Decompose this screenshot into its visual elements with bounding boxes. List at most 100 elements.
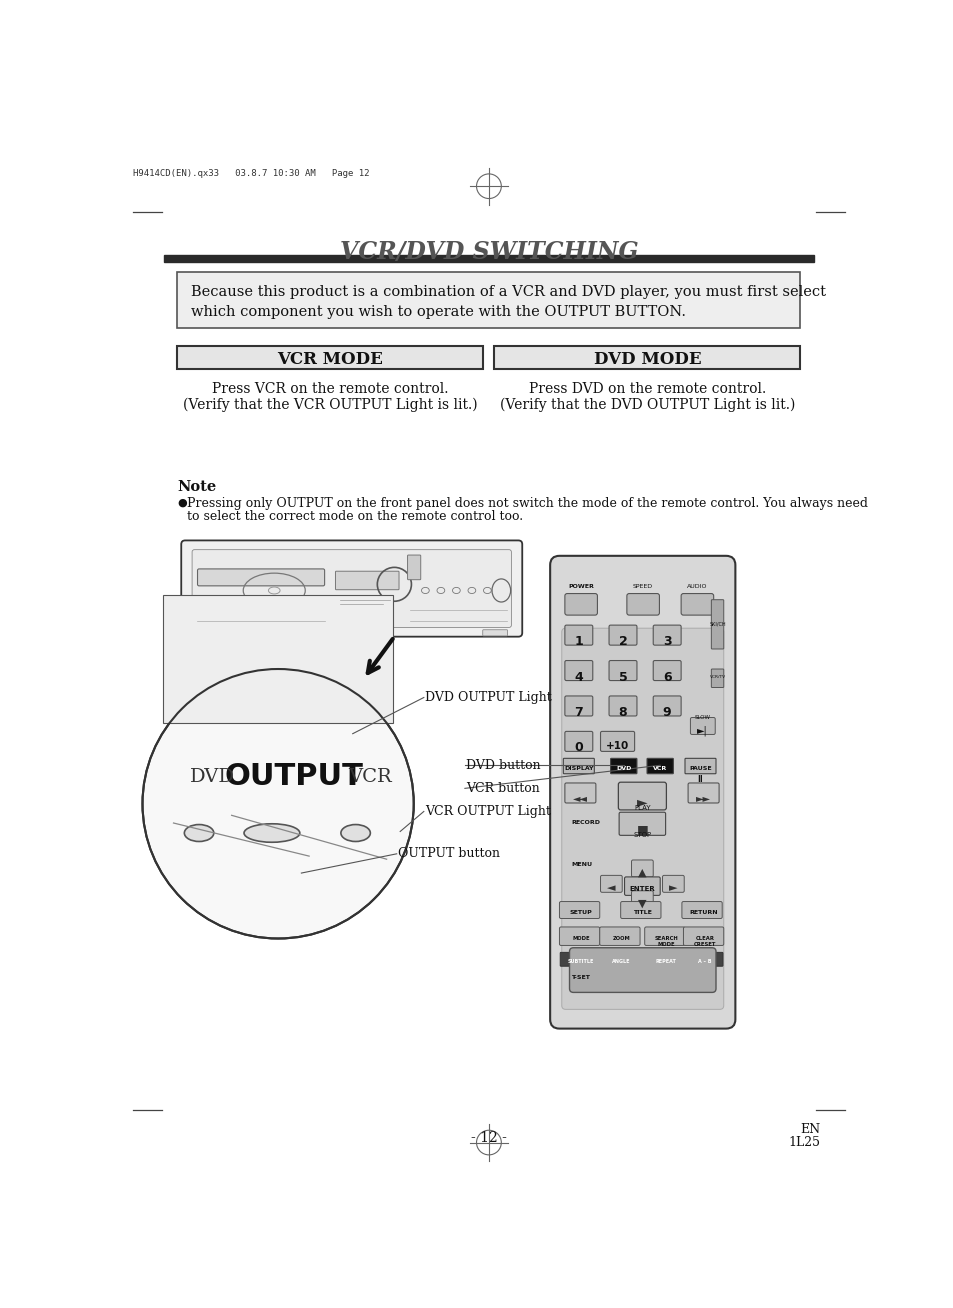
FancyBboxPatch shape bbox=[681, 901, 721, 918]
FancyBboxPatch shape bbox=[624, 972, 661, 989]
FancyBboxPatch shape bbox=[564, 661, 592, 680]
FancyBboxPatch shape bbox=[197, 569, 324, 586]
FancyBboxPatch shape bbox=[653, 696, 680, 715]
FancyBboxPatch shape bbox=[564, 696, 592, 715]
FancyBboxPatch shape bbox=[192, 549, 511, 628]
FancyBboxPatch shape bbox=[683, 952, 722, 967]
Text: ◄◄: ◄◄ bbox=[572, 793, 587, 803]
FancyBboxPatch shape bbox=[564, 783, 596, 803]
Text: 2: 2 bbox=[618, 636, 627, 649]
Text: Because this product is a combination of a VCR and DVD player, you must first se: Because this product is a combination of… bbox=[192, 285, 825, 298]
Text: CLEAR
CRESET: CLEAR CRESET bbox=[693, 937, 716, 947]
Text: PLAY: PLAY bbox=[634, 806, 650, 811]
Text: ENTER: ENTER bbox=[629, 886, 655, 892]
Text: 1: 1 bbox=[574, 636, 582, 649]
Text: 1L25: 1L25 bbox=[788, 1137, 820, 1150]
FancyBboxPatch shape bbox=[599, 952, 639, 967]
Text: SPEED: SPEED bbox=[633, 585, 653, 590]
Text: ▼: ▼ bbox=[638, 899, 646, 909]
FancyBboxPatch shape bbox=[608, 661, 637, 680]
Text: 9: 9 bbox=[662, 706, 671, 719]
Text: (Verify that the DVD OUTPUT Light is lit.): (Verify that the DVD OUTPUT Light is lit… bbox=[499, 398, 794, 412]
Text: TITLE: TITLE bbox=[632, 910, 651, 916]
Text: VCR: VCR bbox=[347, 768, 391, 786]
FancyBboxPatch shape bbox=[653, 661, 680, 680]
FancyBboxPatch shape bbox=[661, 875, 683, 892]
Ellipse shape bbox=[244, 824, 299, 842]
FancyBboxPatch shape bbox=[195, 629, 220, 636]
FancyBboxPatch shape bbox=[618, 782, 666, 810]
FancyBboxPatch shape bbox=[177, 345, 483, 369]
Text: POWER: POWER bbox=[568, 585, 594, 590]
FancyBboxPatch shape bbox=[653, 625, 680, 645]
Text: AUDIO: AUDIO bbox=[686, 585, 707, 590]
FancyBboxPatch shape bbox=[163, 595, 393, 723]
Text: (Verify that the VCR OUTPUT Light is lit.): (Verify that the VCR OUTPUT Light is lit… bbox=[183, 398, 477, 412]
Text: T-SET: T-SET bbox=[571, 976, 589, 981]
FancyBboxPatch shape bbox=[645, 952, 683, 967]
FancyBboxPatch shape bbox=[559, 952, 598, 967]
Text: ▲: ▲ bbox=[638, 867, 646, 878]
Text: II: II bbox=[697, 776, 702, 785]
Text: ●: ● bbox=[177, 497, 187, 508]
FancyBboxPatch shape bbox=[599, 927, 639, 946]
FancyBboxPatch shape bbox=[569, 948, 716, 993]
Text: VCR: VCR bbox=[653, 766, 667, 770]
Text: ►►: ►► bbox=[696, 793, 710, 803]
Ellipse shape bbox=[340, 824, 370, 841]
Text: EN: EN bbox=[800, 1124, 820, 1137]
FancyBboxPatch shape bbox=[682, 927, 723, 946]
FancyBboxPatch shape bbox=[631, 891, 653, 908]
FancyBboxPatch shape bbox=[550, 556, 735, 1028]
Text: DVD: DVD bbox=[616, 766, 631, 770]
Text: to select the correct mode on the remote control too.: to select the correct mode on the remote… bbox=[187, 510, 523, 523]
Text: RETURN: RETURN bbox=[689, 910, 718, 916]
FancyBboxPatch shape bbox=[407, 555, 420, 579]
Text: SUBTITLE: SUBTITLE bbox=[567, 959, 594, 964]
FancyBboxPatch shape bbox=[644, 927, 684, 946]
Text: 5: 5 bbox=[618, 671, 627, 684]
FancyBboxPatch shape bbox=[561, 628, 723, 1010]
Text: VCR/TV: VCR/TV bbox=[709, 675, 725, 679]
Text: MENU: MENU bbox=[571, 862, 592, 866]
FancyBboxPatch shape bbox=[564, 594, 597, 615]
FancyBboxPatch shape bbox=[711, 599, 723, 649]
Text: A – B: A – B bbox=[698, 959, 711, 964]
Text: DVD OUTPUT Light: DVD OUTPUT Light bbox=[425, 691, 552, 704]
Text: Pressing only OUTPUT on the front panel does not switch the mode of the remote c: Pressing only OUTPUT on the front panel … bbox=[187, 497, 867, 510]
Text: 6: 6 bbox=[662, 671, 671, 684]
Circle shape bbox=[142, 668, 414, 939]
Text: SKI/CH: SKI/CH bbox=[708, 621, 725, 627]
Text: 4: 4 bbox=[574, 671, 582, 684]
FancyBboxPatch shape bbox=[624, 876, 659, 896]
Text: DVD MODE: DVD MODE bbox=[593, 351, 700, 368]
Text: ZOOM: ZOOM bbox=[612, 937, 630, 942]
FancyBboxPatch shape bbox=[562, 759, 594, 774]
FancyBboxPatch shape bbox=[177, 272, 800, 328]
Text: REPEAT: REPEAT bbox=[656, 959, 676, 964]
FancyBboxPatch shape bbox=[687, 783, 719, 803]
FancyBboxPatch shape bbox=[646, 759, 673, 774]
FancyBboxPatch shape bbox=[335, 572, 398, 590]
FancyBboxPatch shape bbox=[558, 927, 599, 946]
Text: 0: 0 bbox=[574, 742, 582, 755]
Text: which component you wish to operate with the OUTPUT BUTTON.: which component you wish to operate with… bbox=[192, 305, 685, 319]
Text: Press DVD on the remote control.: Press DVD on the remote control. bbox=[528, 382, 765, 396]
FancyBboxPatch shape bbox=[690, 718, 715, 735]
FancyBboxPatch shape bbox=[564, 625, 592, 645]
FancyBboxPatch shape bbox=[711, 668, 723, 688]
Text: ◄: ◄ bbox=[606, 883, 615, 893]
FancyBboxPatch shape bbox=[620, 901, 660, 918]
Text: SLOW: SLOW bbox=[694, 715, 710, 721]
FancyBboxPatch shape bbox=[564, 731, 592, 751]
FancyBboxPatch shape bbox=[684, 759, 716, 774]
FancyBboxPatch shape bbox=[494, 345, 800, 369]
Text: 7: 7 bbox=[574, 706, 582, 719]
Text: 8: 8 bbox=[618, 706, 627, 719]
Text: SEARCH
MODE: SEARCH MODE bbox=[654, 937, 678, 947]
FancyBboxPatch shape bbox=[608, 625, 637, 645]
Text: 3: 3 bbox=[662, 636, 671, 649]
FancyBboxPatch shape bbox=[626, 594, 659, 615]
FancyBboxPatch shape bbox=[599, 875, 621, 892]
FancyBboxPatch shape bbox=[610, 759, 637, 774]
